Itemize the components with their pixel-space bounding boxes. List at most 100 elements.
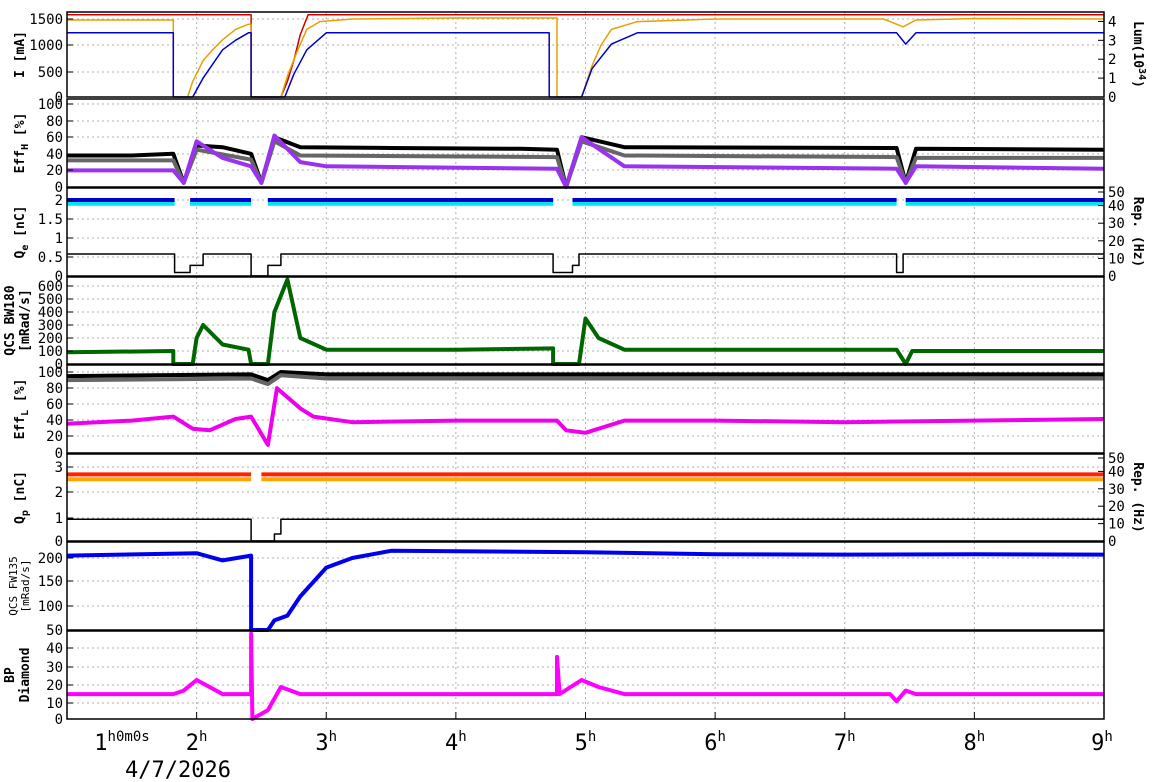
series-eff_l-eff_h_black xyxy=(66,370,1104,383)
y2tick-label-qp-4: 40 xyxy=(1108,464,1125,480)
y2label-qp: Rep. (Hz) xyxy=(1130,462,1145,532)
xtick-label-7h: 7h xyxy=(834,729,856,756)
frame-layer xyxy=(66,11,1105,720)
ytick-label-current-0: 0 xyxy=(55,90,63,106)
ytick-label-qcs_bw-1: 100 xyxy=(38,344,63,360)
ytick-label-qcs_fw-2: 150 xyxy=(38,574,63,590)
y2tick-label-qp-3: 30 xyxy=(1108,482,1125,498)
ytick-label-qp-3: 3 xyxy=(55,460,63,476)
y2tick-label-current-0: 0 xyxy=(1108,90,1116,106)
ytick-label-qcs_fw-0: 50 xyxy=(46,623,63,639)
ytick-label-eff_h-4: 80 xyxy=(46,114,63,130)
series-qp-rep xyxy=(67,518,1104,542)
ytick-label-diamond-0: 0 xyxy=(55,712,63,728)
y2tick-label-qe-2: 20 xyxy=(1108,234,1125,250)
panel-frame-eff_h xyxy=(66,98,1105,188)
ytick-label-qe-2: 1 xyxy=(55,231,63,247)
series-qe-rep xyxy=(67,253,1104,277)
xtick-label-1h: 1h0m0s xyxy=(94,729,149,756)
ylabel-eff_l: EffL [%] xyxy=(13,379,31,440)
ytick-label-current-2: 1000 xyxy=(29,38,63,54)
ytick-label-qcs_bw-3: 300 xyxy=(38,318,63,334)
ytick-label-qp-0: 0 xyxy=(55,534,63,550)
y2tick-label-qe-4: 40 xyxy=(1108,199,1125,215)
y2tick-label-current-3: 3 xyxy=(1108,33,1116,49)
ytick-label-qcs_bw-2: 200 xyxy=(38,331,63,347)
ytick-label-qp-1: 1 xyxy=(55,511,63,527)
ytick-label-diamond-4: 40 xyxy=(46,641,63,657)
y2tick-label-qe-0: 0 xyxy=(1108,269,1116,285)
series-current-luminosity xyxy=(67,32,1104,98)
series-eff_l-eff_h_grey xyxy=(66,373,1104,387)
ylabel2-qcs_bw: [mRad/s] xyxy=(18,289,33,352)
panel-frame-eff_l xyxy=(66,364,1105,454)
ytick-label-eff_h-5: 100 xyxy=(38,97,63,113)
ylabel2-qcs_fw: [mRad/s] xyxy=(19,560,32,613)
ytick-label-qe-1: 0.5 xyxy=(38,250,63,266)
xtick-label-5h: 5h xyxy=(575,729,597,756)
series-qcs_fw-qcs_fw xyxy=(66,548,1105,632)
y2label-qe: Rep. (Hz) xyxy=(1130,197,1145,267)
y2tick-label-qp-0: 0 xyxy=(1108,534,1116,550)
panel-frame-qcs_bw xyxy=(66,276,1105,365)
ylabel-eff_h: EffH [%] xyxy=(13,113,31,174)
xtick-label-4h: 4h xyxy=(445,729,467,756)
ytick-label-eff_h-3: 60 xyxy=(46,130,63,146)
ytick-label-qe-3: 1.5 xyxy=(38,212,63,228)
ytick-label-diamond-3: 30 xyxy=(46,660,63,676)
y2tick-label-qp-1: 10 xyxy=(1108,517,1125,533)
ylabel-qe: Qe [nC] xyxy=(13,206,31,259)
ylabel-qp: Qp [nC] xyxy=(13,471,31,524)
ytick-label-current-1: 500 xyxy=(38,65,63,81)
ytick-label-eff_l-4: 80 xyxy=(46,381,63,397)
ytick-label-eff_h-0: 0 xyxy=(55,180,63,196)
xtick-label-8h: 8h xyxy=(964,729,986,756)
ytick-label-qcs_bw-6: 600 xyxy=(38,279,63,295)
ytick-label-eff_l-0: 0 xyxy=(55,446,63,462)
ytick-label-qcs_fw-3: 200 xyxy=(38,551,63,567)
panel-frame-qp xyxy=(66,453,1105,542)
xtick-label-9h: 9h xyxy=(1091,729,1113,756)
y2label-current: Lum(1034) xyxy=(1130,21,1147,88)
ytick-label-current-3: 1500 xyxy=(29,12,63,28)
ylabel-current: I [mA] xyxy=(13,31,28,78)
y2tick-label-qp-5: 50 xyxy=(1108,451,1125,467)
ylabel-qcs_fw: QCS FW135 xyxy=(7,556,20,616)
xtick-label-2h: 2h xyxy=(186,729,208,756)
series-diamond-diamond xyxy=(67,631,1104,721)
y2tick-label-qe-3: 30 xyxy=(1108,216,1125,232)
ytick-label-qcs_fw-1: 100 xyxy=(38,599,63,615)
panel-frame-qe xyxy=(66,187,1105,277)
xtick-label-3h: 3h xyxy=(315,729,337,756)
series-current-her_current xyxy=(67,17,1105,98)
y2tick-label-qe-1: 10 xyxy=(1108,251,1125,267)
y2tick-label-current-2: 2 xyxy=(1108,52,1116,68)
ytick-label-eff_h-1: 20 xyxy=(46,163,63,179)
ytick-label-diamond-1: 10 xyxy=(46,696,63,712)
y2tick-label-qp-2: 20 xyxy=(1108,499,1125,515)
ytick-label-qp-2: 2 xyxy=(55,485,63,501)
ylabel-qcs_bw: QCS BW180 xyxy=(3,285,18,356)
panel-frame-diamond xyxy=(66,630,1105,720)
xtick-label-6h: 6h xyxy=(704,729,726,756)
ylabel-diamond: BP xyxy=(3,667,18,683)
ylabel2-diamond: Diamond xyxy=(18,648,33,703)
y2tick-label-qe-5: 50 xyxy=(1108,185,1125,201)
panel-frame-qcs_fw xyxy=(66,541,1105,631)
y2tick-label-current-4: 4 xyxy=(1108,14,1116,30)
y2tick-label-current-1: 1 xyxy=(1108,71,1116,87)
ytick-label-qcs_bw-0: 0 xyxy=(55,357,63,373)
ytick-label-qcs_bw-5: 500 xyxy=(38,292,63,308)
date-label: 4/7/2026 xyxy=(125,758,231,782)
series-layer xyxy=(66,14,1105,721)
series-eff_h-eff_h_purple xyxy=(67,133,1105,189)
ytick-label-qe-4: 2 xyxy=(55,193,63,209)
series-qcs_bw-qcs_bw xyxy=(66,277,1104,366)
ytick-label-eff_l-1: 20 xyxy=(46,429,63,445)
panel-frame-current xyxy=(66,11,1105,98)
ytick-label-eff_l-5: 100 xyxy=(38,365,63,381)
ytick-label-diamond-2: 20 xyxy=(46,678,63,694)
series-eff_l-eff_l_magenta xyxy=(66,386,1105,447)
